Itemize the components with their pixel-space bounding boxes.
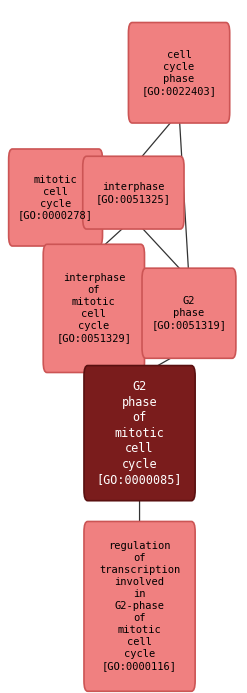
Text: interphase
of
mitotic
cell
cycle
[GO:0051329]: interphase of mitotic cell cycle [GO:005… bbox=[56, 273, 131, 344]
Text: cell
cycle
phase
[GO:0022403]: cell cycle phase [GO:0022403] bbox=[142, 50, 217, 96]
FancyBboxPatch shape bbox=[84, 366, 195, 500]
FancyBboxPatch shape bbox=[43, 245, 144, 373]
Text: mitotic
cell
cycle
[GO:0000278]: mitotic cell cycle [GO:0000278] bbox=[18, 175, 93, 220]
FancyBboxPatch shape bbox=[83, 157, 184, 229]
FancyBboxPatch shape bbox=[142, 268, 236, 358]
FancyBboxPatch shape bbox=[84, 521, 195, 692]
Text: interphase
[GO:0051325]: interphase [GO:0051325] bbox=[96, 182, 171, 204]
Text: regulation
of
transcription
involved
in
G2-phase
of
mitotic
cell
cycle
[GO:00001: regulation of transcription involved in … bbox=[99, 541, 180, 672]
FancyBboxPatch shape bbox=[9, 149, 103, 246]
FancyBboxPatch shape bbox=[128, 23, 230, 123]
Text: G2
phase
of
mitotic
cell
cycle
[GO:0000085]: G2 phase of mitotic cell cycle [GO:00000… bbox=[97, 380, 182, 486]
Text: G2
phase
[GO:0051319]: G2 phase [GO:0051319] bbox=[151, 296, 226, 331]
